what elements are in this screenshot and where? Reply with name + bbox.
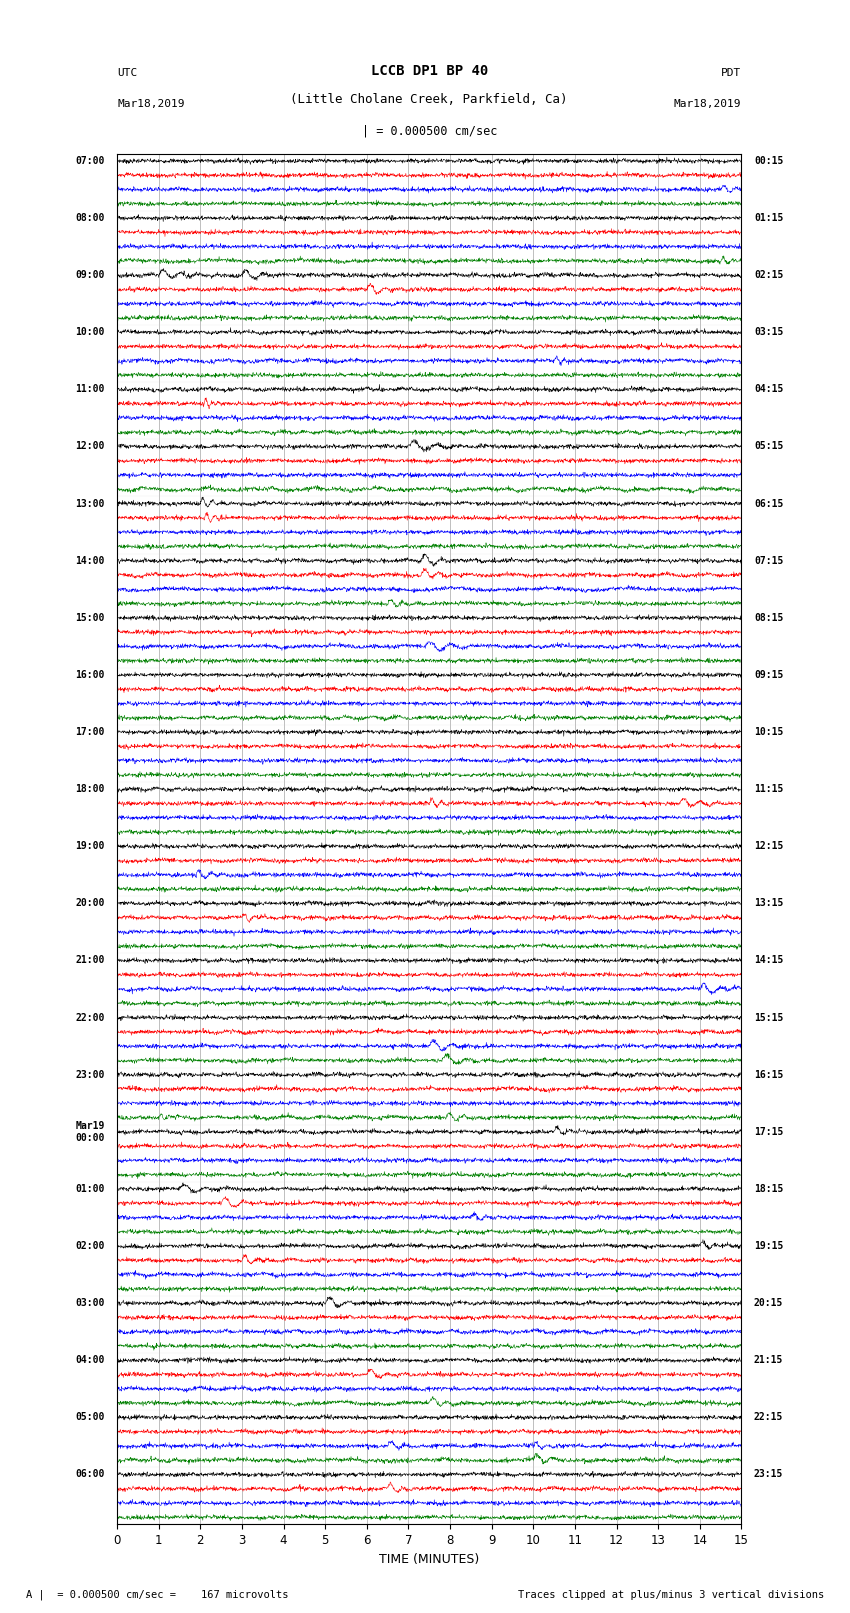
Text: UTC: UTC	[117, 68, 138, 79]
Text: 03:00: 03:00	[75, 1298, 105, 1308]
Text: (Little Cholane Creek, Parkfield, Ca): (Little Cholane Creek, Parkfield, Ca)	[291, 94, 568, 106]
Text: 13:15: 13:15	[754, 898, 784, 908]
Text: 03:15: 03:15	[754, 327, 784, 337]
Text: 09:15: 09:15	[754, 669, 784, 681]
Text: 23:15: 23:15	[754, 1469, 784, 1479]
Text: 21:00: 21:00	[75, 955, 105, 966]
Text: 02:00: 02:00	[75, 1240, 105, 1252]
Text: 04:00: 04:00	[75, 1355, 105, 1365]
Text: 17:15: 17:15	[754, 1127, 784, 1137]
Text: 11:15: 11:15	[754, 784, 784, 794]
Text: Mar19
00:00: Mar19 00:00	[75, 1121, 105, 1142]
Text: 21:15: 21:15	[754, 1355, 784, 1365]
Text: 08:00: 08:00	[75, 213, 105, 223]
Text: 19:15: 19:15	[754, 1240, 784, 1252]
Text: 14:00: 14:00	[75, 556, 105, 566]
Text: 06:15: 06:15	[754, 498, 784, 508]
Text: 06:00: 06:00	[75, 1469, 105, 1479]
Text: 15:15: 15:15	[754, 1013, 784, 1023]
Text: 19:00: 19:00	[75, 842, 105, 852]
Text: 09:00: 09:00	[75, 269, 105, 281]
Text: 22:00: 22:00	[75, 1013, 105, 1023]
Text: 13:00: 13:00	[75, 498, 105, 508]
Text: 10:15: 10:15	[754, 727, 784, 737]
Text: 15:00: 15:00	[75, 613, 105, 623]
Text: 14:15: 14:15	[754, 955, 784, 966]
Text: 22:15: 22:15	[754, 1413, 784, 1423]
Text: | = 0.000500 cm/sec: | = 0.000500 cm/sec	[361, 124, 497, 137]
Text: 05:15: 05:15	[754, 442, 784, 452]
Text: 18:15: 18:15	[754, 1184, 784, 1194]
Text: 01:00: 01:00	[75, 1184, 105, 1194]
X-axis label: TIME (MINUTES): TIME (MINUTES)	[379, 1553, 479, 1566]
Text: 23:00: 23:00	[75, 1069, 105, 1079]
Text: 20:15: 20:15	[754, 1298, 784, 1308]
Text: 16:00: 16:00	[75, 669, 105, 681]
Text: 05:00: 05:00	[75, 1413, 105, 1423]
Text: 12:00: 12:00	[75, 442, 105, 452]
Text: Mar18,2019: Mar18,2019	[674, 98, 741, 108]
Text: 18:00: 18:00	[75, 784, 105, 794]
Text: 12:15: 12:15	[754, 842, 784, 852]
Text: 17:00: 17:00	[75, 727, 105, 737]
Text: 16:15: 16:15	[754, 1069, 784, 1079]
Text: LCCB DP1 BP 40: LCCB DP1 BP 40	[371, 65, 488, 79]
Text: Mar18,2019: Mar18,2019	[117, 98, 184, 108]
Text: 04:15: 04:15	[754, 384, 784, 394]
Text: 20:00: 20:00	[75, 898, 105, 908]
Text: Traces clipped at plus/minus 3 vertical divisions: Traces clipped at plus/minus 3 vertical …	[518, 1590, 824, 1600]
Text: PDT: PDT	[721, 68, 741, 79]
Text: 11:00: 11:00	[75, 384, 105, 394]
Text: 08:15: 08:15	[754, 613, 784, 623]
Text: 10:00: 10:00	[75, 327, 105, 337]
Text: 01:15: 01:15	[754, 213, 784, 223]
Text: 07:15: 07:15	[754, 556, 784, 566]
Text: 02:15: 02:15	[754, 269, 784, 281]
Text: 00:15: 00:15	[754, 156, 784, 166]
Text: 07:00: 07:00	[75, 156, 105, 166]
Text: A |  = 0.000500 cm/sec =    167 microvolts: A | = 0.000500 cm/sec = 167 microvolts	[26, 1589, 288, 1600]
